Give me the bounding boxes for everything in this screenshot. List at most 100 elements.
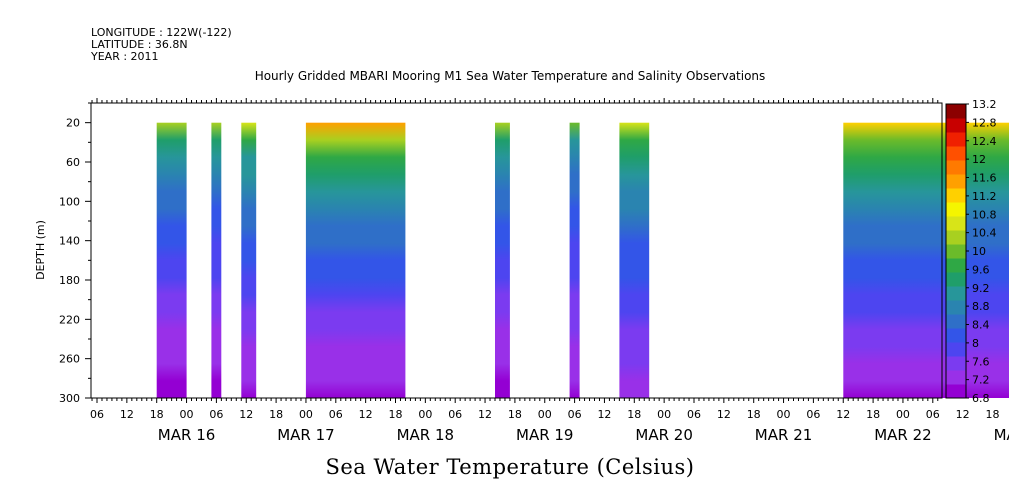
x-hour-tick-label: 06 [90,408,104,421]
colorbar-swatch [946,104,966,119]
data-segment [843,122,1009,398]
x-hour-tick-label: 18 [508,408,522,421]
x-hour-tick-label: 12 [836,408,850,421]
x-hour-tick-label: 18 [150,408,164,421]
x-hour-tick-label: 12 [597,408,611,421]
x-day-label: MAR 23 [994,426,1009,444]
colorbar: 13.2 12.8 12.4 12 11.6 11.2 10.8 10.4 10 9.6 9.2 8.… [945,98,997,405]
plot-fill-layer [156,122,1009,398]
colorbar-swatch [946,384,966,399]
colorbar-tick-label: 10.8 [972,208,997,221]
colorbar-swatch [946,132,966,147]
x-hour-tick-label: 18 [269,408,283,421]
colorbar-swatch [946,174,966,189]
colorbar-tick-label: 8.4 [972,319,990,332]
x-axis: 06 12 18 00 06 12 18 00 06 12 18 00 06 12 18 00 06 12 18 00… [90,98,1009,444]
data-segment [156,122,187,398]
data-segment [211,122,222,398]
x-hour-tick-label: 18 [986,408,1000,421]
y-tick-label: 260 [59,353,80,366]
colorbar-swatch [946,272,966,287]
colorbar-swatch [946,328,966,343]
colorbar-swatch [946,314,966,329]
x-hour-tick-label: 12 [120,408,134,421]
x-hour-tick-label: 12 [359,408,373,421]
x-hour-tick-label: 00 [777,408,791,421]
x-hour-tick-label: 06 [329,408,343,421]
x-hour-tick-label: 12 [717,408,731,421]
colorbar-swatch [946,342,966,357]
x-day-label: MAR 19 [516,426,573,444]
colorbar-swatch [946,118,966,133]
x-hour-tick-label: 18 [747,408,761,421]
x-hour-tick-label: 06 [568,408,582,421]
colorbar-swatch [946,356,966,371]
x-hour-tick-label: 06 [926,408,940,421]
colorbar-tick-label: 7.6 [972,355,990,368]
x-day-label: MAR 21 [755,426,812,444]
x-hour-tick-label: 12 [239,408,253,421]
colorbar-tick-label: 13.2 [972,98,997,111]
y-tick-label: 140 [59,235,80,248]
x-day-label: MAR 17 [277,426,334,444]
x-axis-label: Sea Water Temperature (Celsius) [325,455,695,479]
colorbar-tick-label: 12.4 [972,135,997,148]
x-hour-tick-label: 18 [866,408,880,421]
data-segment [305,122,406,398]
colorbar-swatch [946,188,966,203]
x-hour-tick-label: 06 [209,408,223,421]
colorbar-tick-label: 9.6 [972,263,990,276]
colorbar-swatch [946,230,966,245]
x-hour-tick-label: 12 [956,408,970,421]
temperature-depth-chart: 06 12 18 00 06 12 18 00 06 12 18 00 06 12 18 00 06 12 18 00… [34,98,1009,444]
colorbar-tick-label: 11.6 [972,172,997,185]
latitude-label: LATITUDE : 36.8N [91,38,188,51]
x-hour-tick-label: 00 [538,408,552,421]
x-hour-tick-label: 06 [687,408,701,421]
x-hour-tick-label: 00 [657,408,671,421]
x-hour-tick-label: 00 [299,408,313,421]
x-hour-tick-label: 00 [418,408,432,421]
colorbar-swatch [946,216,966,231]
x-hour-tick-label: 12 [478,408,492,421]
data-segment [569,122,580,398]
y-axis: 20 60 100 140 180 220 260 300 [59,102,91,405]
plot-frame [90,102,943,399]
y-axis-label: DEPTH (m) [34,220,47,280]
colorbar-tick-label: 12.8 [972,116,997,129]
colorbar-tick-label: 12 [972,153,986,166]
data-segment [619,122,650,398]
y-tick-label: 60 [66,156,80,169]
x-hour-tick-label: 00 [896,408,910,421]
colorbar-swatch [946,370,966,385]
colorbar-tick-label: 10 [972,245,986,258]
x-day-label: MAR 20 [635,426,692,444]
colorbar-swatch [946,258,966,273]
colorbar-tick-label: 8 [972,337,979,350]
x-day-label: MAR 22 [874,426,931,444]
y-tick-label: 20 [66,117,80,130]
colorbar-swatch [946,146,966,161]
x-day-label: MAR 16 [158,426,215,444]
x-hour-tick-label: 06 [448,408,462,421]
x-hour-tick-label: 06 [806,408,820,421]
y-tick-label: 100 [59,195,80,208]
y-tick-label: 180 [59,274,80,287]
x-hour-tick-label: 00 [180,408,194,421]
longitude-label: LONGITUDE : 122W(-122) [91,26,232,39]
colorbar-swatch [946,160,966,175]
colorbar-swatch [946,202,966,217]
colorbar-tick-label: 9.2 [972,282,990,295]
colorbar-swatch [946,286,966,301]
chart-title: Hourly Gridded MBARI Mooring M1 Sea Wate… [254,69,766,83]
colorbar-swatch [946,244,966,259]
colorbar-tick-label: 10.4 [972,227,997,240]
year-label: YEAR : 2011 [91,50,159,63]
x-day-label: MAR 18 [397,426,454,444]
x-hour-tick-label: 18 [389,408,403,421]
colorbar-swatch [946,300,966,315]
colorbar-tick-label: 6.8 [972,392,990,405]
colorbar-tick-label: 7.2 [972,374,990,387]
x-hour-tick-label: 18 [627,408,641,421]
y-tick-label: 220 [59,313,80,326]
